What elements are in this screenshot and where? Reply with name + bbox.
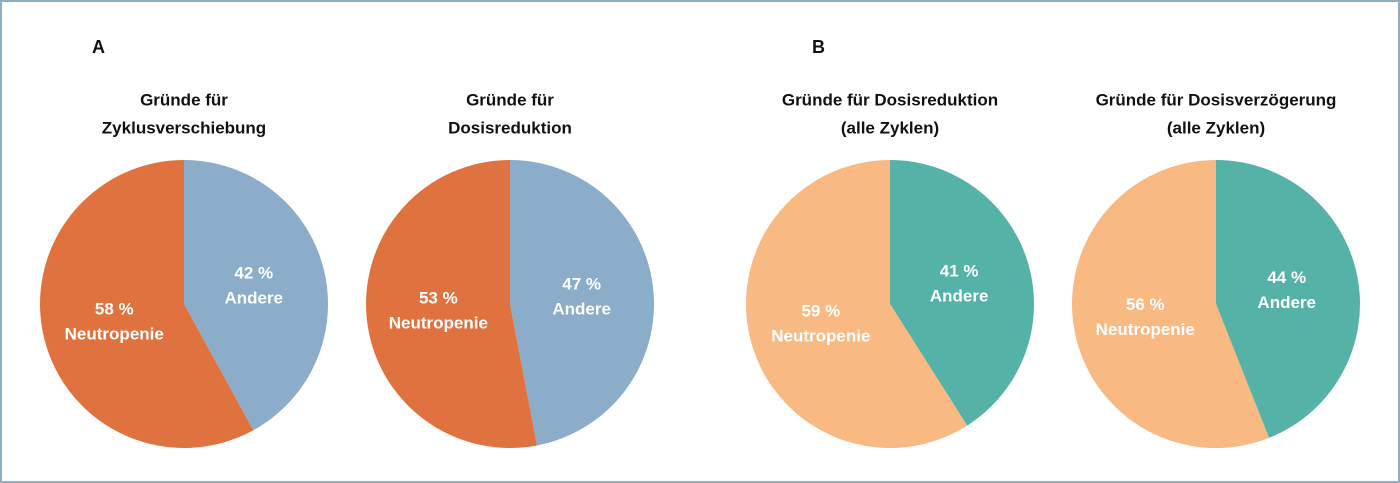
panel-label: A (92, 37, 105, 57)
pie-slice (184, 160, 329, 431)
slice-category-label: Andere (552, 300, 611, 319)
slice-value-label: 41 % (940, 261, 979, 280)
slice-category-label: Andere (930, 286, 989, 305)
slice-category-label: Neutropenie (65, 324, 164, 343)
chart-title: Dosisreduktion (448, 118, 572, 137)
pie-slice (1071, 160, 1270, 448)
panel-label: B (812, 37, 825, 57)
slice-category-label: Neutropenie (389, 313, 488, 332)
pie-slice (1216, 160, 1360, 438)
slice-category-label: Neutropenie (1096, 320, 1195, 339)
chart-title: Gründe für Dosisverzögerung (1096, 90, 1337, 109)
pie-slice (746, 160, 968, 448)
pie-slice (890, 160, 1034, 426)
slice-value-label: 53 % (419, 288, 458, 307)
chart-title: (alle Zyklen) (841, 118, 939, 137)
chart-title: Gründe für Dosisreduktion (782, 90, 998, 109)
slice-value-label: 58 % (95, 299, 134, 318)
chart-title: (alle Zyklen) (1167, 118, 1265, 137)
slice-category-label: Andere (224, 289, 283, 308)
slice-value-label: 44 % (1267, 268, 1306, 287)
chart-title: Gründe für (140, 90, 228, 109)
chart-title: Zyklusverschiebung (102, 118, 266, 137)
pie-slice (365, 160, 537, 448)
pie-slice (510, 160, 654, 446)
pie-slice (40, 160, 254, 448)
slice-value-label: 42 % (234, 264, 273, 283)
slice-value-label: 56 % (1126, 295, 1165, 314)
slice-category-label: Neutropenie (771, 327, 870, 346)
slice-value-label: 59 % (801, 302, 840, 321)
slice-category-label: Andere (1257, 293, 1316, 312)
chart-title: Gründe für (466, 90, 554, 109)
slice-value-label: 47 % (562, 275, 601, 294)
